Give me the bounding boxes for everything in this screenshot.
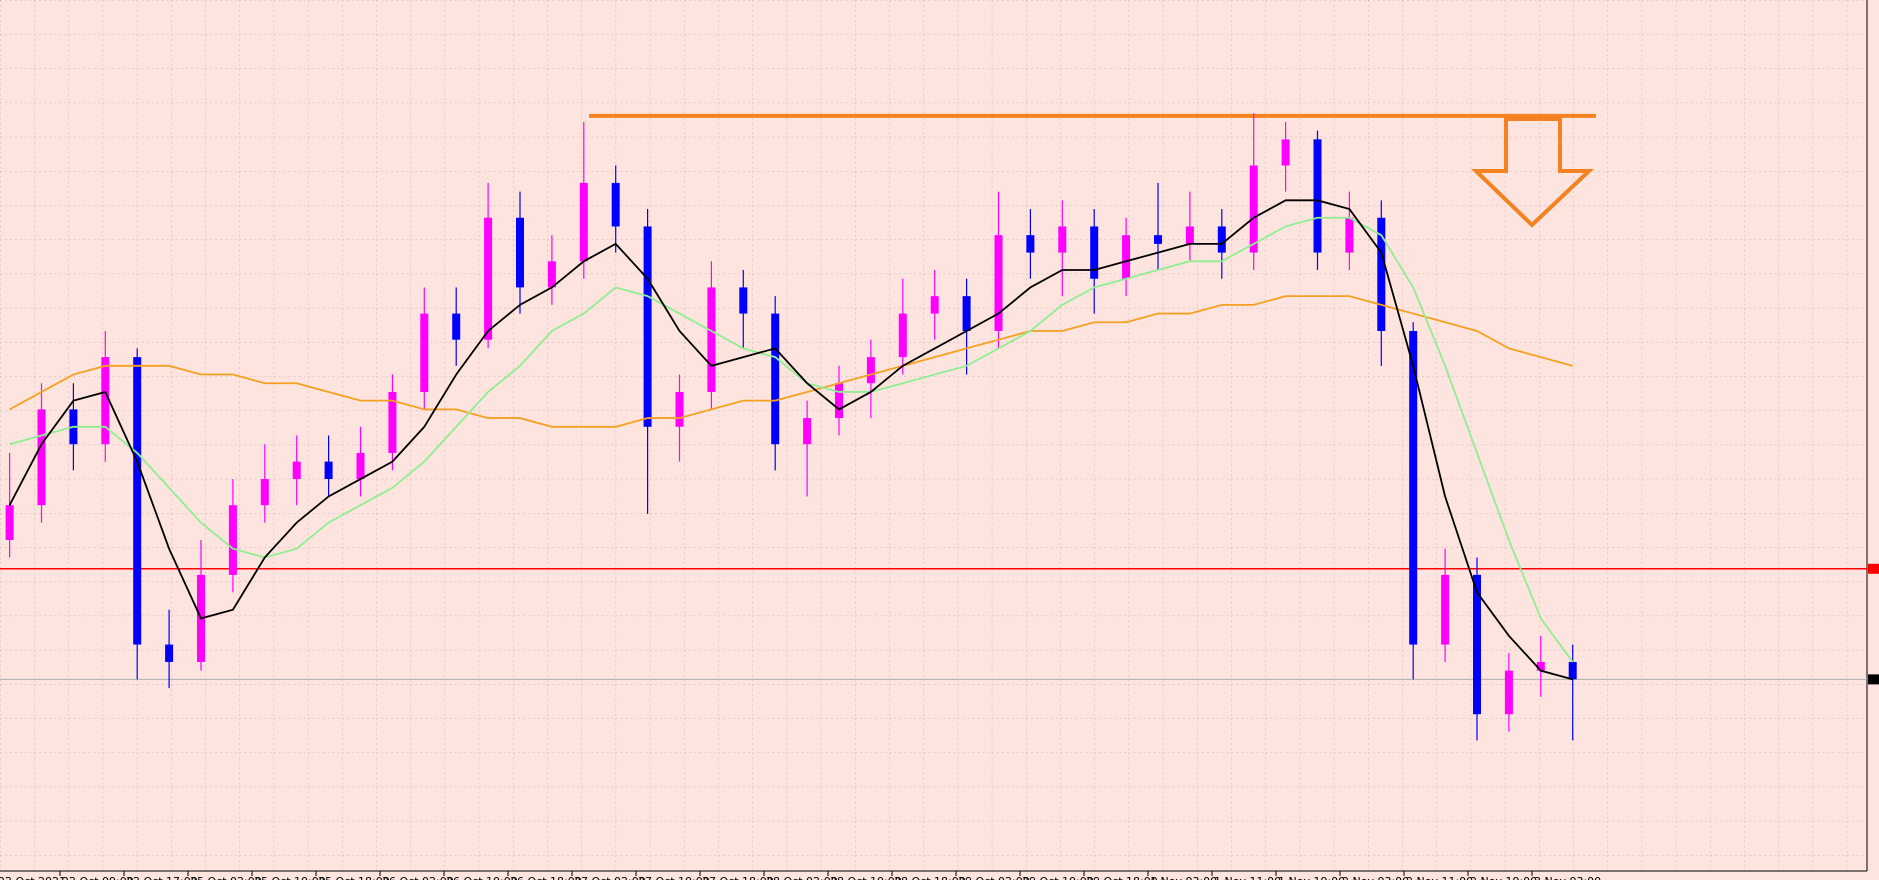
candle-body [1090,226,1099,279]
candle-body [452,313,461,340]
candle-body [133,357,142,645]
time-label: 28 Oct 10:00 [830,875,902,880]
candle-body [1536,661,1545,671]
time-label: 22 Oct 2021 [0,875,66,880]
time-label: 29 Oct 18:00 [1086,875,1158,880]
candle-body [260,479,269,506]
price-marker [1868,563,1879,574]
candle-body [101,357,110,445]
moving-average [8,199,1573,681]
time-label: 1 Nov 19:00 [1278,875,1345,880]
candle-body [1154,235,1162,244]
candle-body [1122,235,1131,279]
candle-body [1568,661,1577,680]
time-label: 25 Oct 10:00 [254,875,326,880]
candle-body [292,461,301,480]
candle-body [484,217,493,340]
candle-body [165,644,174,662]
candle-body [1345,217,1354,253]
candle-body [547,261,556,288]
candle-body [675,391,684,427]
time-label: 27 Oct 18:00 [702,875,774,880]
candle-body [962,296,971,331]
time-label: 28 Oct 02:00 [766,875,838,880]
candle-body [994,235,1003,331]
time-label: 28 Oct 18:00 [894,875,966,880]
time-label: 1 Nov 11:00 [1214,875,1281,880]
price-marker [1868,674,1879,685]
time-label: 2 Nov 11:00 [1406,875,1473,880]
candle-body [5,505,14,541]
plot: 22 Oct 202122 Oct 09:0022 Oct 17:0025 Oc… [0,113,1879,880]
candle-body [1249,165,1258,253]
candle-body [420,313,429,392]
candle-body [643,226,652,427]
candle-body [930,296,939,314]
candle-body [1441,574,1450,645]
candle-body [771,313,780,445]
moving-average [9,295,1573,428]
candle-body [835,383,843,419]
down-arrow [1471,117,1595,228]
candle-body [1377,217,1386,331]
time-label: 27 Oct 10:00 [638,875,710,880]
candle-body [1217,226,1226,253]
candle-body [579,182,588,262]
time-label: 26 Oct 02:00 [382,875,454,880]
candle-body [1281,139,1290,166]
candle-body [1058,226,1067,253]
candle-body [866,357,875,384]
candle-body [1504,670,1513,715]
time-label: 22 Oct 09:00 [62,875,134,880]
time-label: 25 Oct 02:00 [190,875,262,880]
time-label: 27 Oct 02:00 [574,875,646,880]
candle-body [1313,139,1322,253]
time-label: 29 Oct 02:00 [958,875,1030,880]
candle-body [1473,574,1481,715]
moving-average [9,216,1574,663]
candle-body [707,287,716,392]
time-label: 3 Nov 03:00 [1534,875,1601,880]
candle-body [37,409,46,506]
candle-body [388,391,397,453]
candle-body [1185,226,1194,244]
candle-body [356,452,365,480]
time-label: 29 Oct 10:00 [1022,875,1094,880]
candle-body [516,217,524,288]
time-label: 2 Nov 19:00 [1470,875,1537,880]
candle-body [1026,235,1035,253]
candle-body [803,418,812,445]
time-label: 26 Oct 10:00 [446,875,518,880]
candle-body [611,182,620,227]
time-label: 1 Nov 03:00 [1150,875,1217,880]
candle-body [228,505,237,575]
candle-body [324,461,333,480]
time-label: 25 Oct 18:00 [318,875,390,880]
candle-body [1409,330,1418,645]
candle-body [739,287,748,314]
time-label: 26 Oct 18:00 [510,875,582,880]
time-label: 2 Nov 03:00 [1342,875,1409,880]
time-label: 22 Oct 17:00 [126,875,198,880]
candle-body [898,313,907,358]
